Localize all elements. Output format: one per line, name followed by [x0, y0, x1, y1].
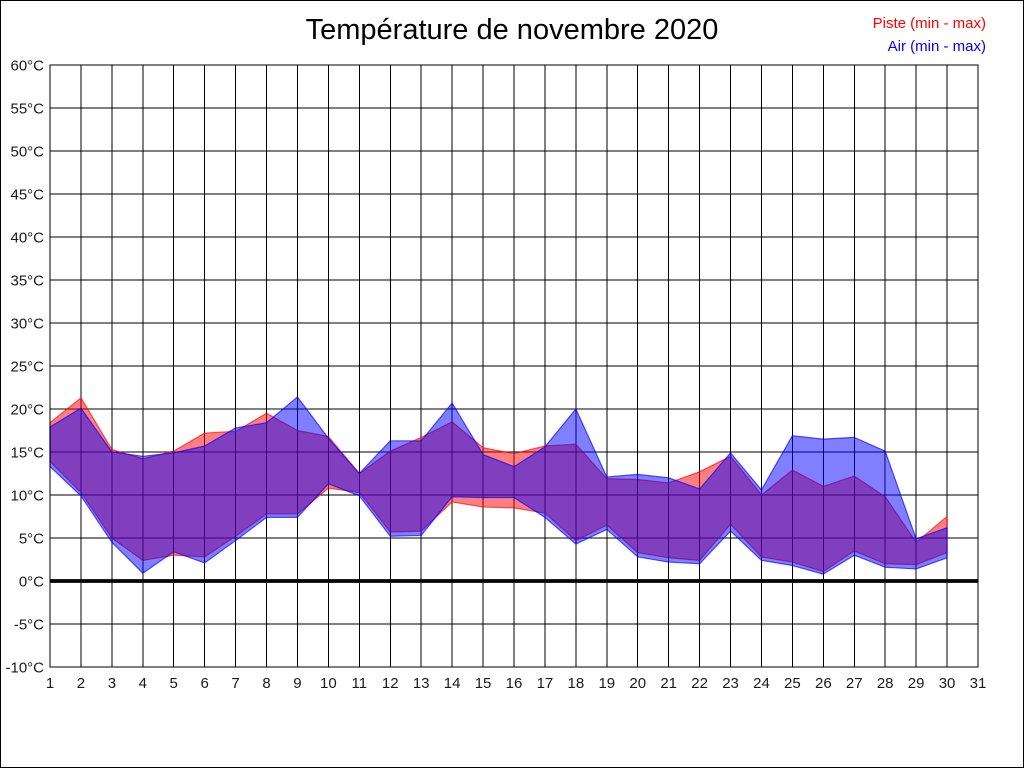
x-axis-label: 24 — [753, 675, 770, 692]
x-axis-label: 23 — [722, 675, 739, 692]
y-axis-label: 10°C — [10, 487, 44, 504]
x-axis-label: 2 — [77, 675, 85, 692]
x-axis-label: 30 — [939, 675, 956, 692]
x-axis-label: 17 — [537, 675, 554, 692]
x-axis-label: 16 — [506, 675, 523, 692]
x-axis-label: 1 — [46, 675, 54, 692]
y-axis-labels: 60°C 55°C 50°C 45°C 40°C 35°C 30°C 25°C 20°C 15°C… — [5, 57, 44, 676]
y-axis-label: 25°C — [10, 358, 44, 375]
x-axis-label: 4 — [139, 675, 147, 692]
y-axis-label: 15°C — [10, 444, 44, 461]
y-axis-label: -10°C — [5, 659, 44, 676]
x-axis-label: 14 — [444, 675, 461, 692]
band-air — [49, 396, 948, 575]
x-axis-label: 9 — [293, 675, 301, 692]
x-axis-label: 19 — [598, 675, 615, 692]
x-axis-label: 25 — [784, 675, 801, 692]
x-axis-label: 8 — [262, 675, 270, 692]
y-axis-label: -5°C — [14, 616, 44, 633]
x-axis-label: 20 — [629, 675, 646, 692]
y-axis-label: 35°C — [10, 272, 44, 289]
legend-item-piste: Piste (min - max) — [872, 15, 986, 32]
chart-title: Température de novembre 2020 — [305, 14, 719, 46]
x-axis-label: 22 — [691, 675, 708, 692]
x-axis-labels: 1 2 3 4 5 6 7 8 9 10 11 12 13 14 15 16 17 18 19 20 21 22 23 24 2… — [46, 675, 987, 692]
x-axis-label: 31 — [970, 675, 987, 692]
y-axis-label: 30°C — [10, 315, 44, 332]
y-axis-label: 55°C — [10, 100, 44, 117]
chart-legend: Piste (min - max) Air (min - max) — [873, 12, 986, 58]
x-axis-label: 26 — [815, 675, 832, 692]
x-axis-label: 10 — [320, 675, 337, 692]
x-axis-label: 3 — [108, 675, 116, 692]
y-axis-label: 5°C — [19, 530, 44, 547]
y-axis-label: 0°C — [19, 573, 44, 590]
legend-item-air: Air (min - max) — [887, 38, 986, 55]
grid-lines — [49, 64, 979, 668]
plot-border — [49, 64, 979, 668]
y-axis-label: 45°C — [10, 186, 44, 203]
y-axis-label: 40°C — [10, 229, 44, 246]
x-axis-label: 15 — [475, 675, 492, 692]
x-axis-label: 13 — [413, 675, 430, 692]
x-axis-label: 6 — [200, 675, 208, 692]
x-axis-label: 28 — [877, 675, 894, 692]
x-axis-label: 18 — [568, 675, 585, 692]
x-axis-label: 5 — [170, 675, 178, 692]
x-axis-label: 27 — [846, 675, 863, 692]
x-axis-label: 12 — [382, 675, 399, 692]
x-axis-label: 11 — [352, 675, 368, 692]
x-axis-label: 21 — [660, 675, 677, 692]
y-axis-label: 20°C — [10, 401, 44, 418]
x-axis-label: 29 — [908, 675, 925, 692]
x-axis-label: 7 — [231, 675, 239, 692]
y-axis-label: 60°C — [10, 57, 44, 74]
y-axis-label: 50°C — [10, 143, 44, 160]
